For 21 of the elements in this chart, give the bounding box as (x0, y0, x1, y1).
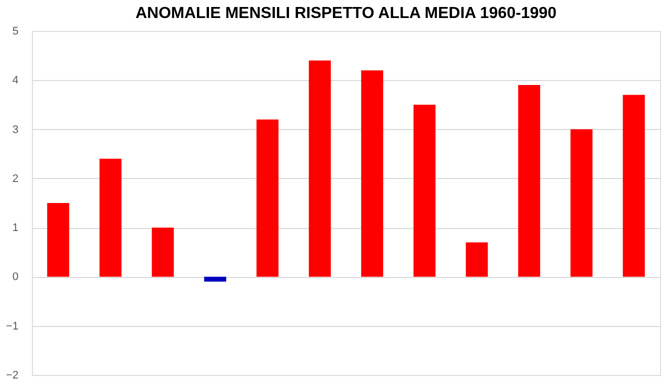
bar (256, 119, 278, 277)
bar (152, 228, 174, 277)
y-tick-label: 4 (12, 74, 18, 87)
bar (466, 242, 488, 277)
bar (361, 70, 384, 277)
bar (47, 203, 70, 277)
bar (308, 60, 331, 277)
bar (518, 85, 540, 277)
y-tick-label: 1 (12, 222, 18, 234)
bar (414, 104, 436, 277)
y-tick-label: −1 (6, 320, 18, 332)
bar (100, 158, 122, 277)
y-tick-label: 3 (12, 124, 18, 136)
y-tick-label: 5 (12, 26, 18, 38)
bar (570, 129, 592, 277)
bar (622, 94, 645, 277)
y-tick-label: 0 (12, 271, 18, 284)
y-tick-label: −2 (6, 370, 18, 382)
bar (204, 276, 226, 282)
y-tick-label: 2 (12, 172, 18, 185)
chart-title: ANOMALIE MENSILI RISPETTO ALLA MEDIA 1960-1990 (135, 5, 557, 22)
